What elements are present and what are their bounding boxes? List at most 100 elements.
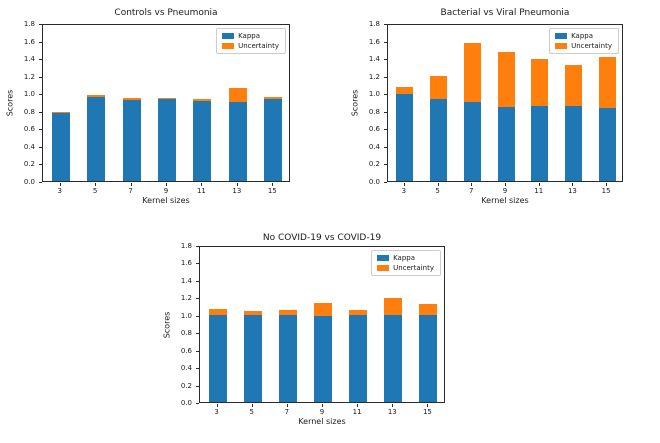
legend-entry-uncertainty: Uncertainty — [555, 42, 612, 50]
plot-area: Kappa Uncertainty — [199, 246, 445, 403]
bar-kappa-kernel-7 — [122, 100, 141, 181]
chart-bacterial-vs-viral-pneumonia: Bacterial vs Viral Pneumonia Scores Kapp… — [330, 0, 660, 220]
y-tick-label: 0.8 — [180, 329, 192, 338]
y-tick-mark — [384, 164, 387, 166]
x-tick-mark — [427, 404, 429, 407]
chart-controls-vs-pneumonia: Controls vs Pneumonia Scores Kappa Uncer… — [0, 0, 330, 220]
x-tick-label: 3 — [401, 187, 407, 195]
x-tick-mark — [216, 404, 218, 407]
x-tick-label: 15 — [422, 408, 432, 416]
legend-label: Kappa — [393, 254, 416, 262]
x-tick-mark — [201, 183, 203, 186]
y-tick-label: 0.2 — [23, 160, 35, 169]
legend-label: Kappa — [238, 32, 261, 40]
bar-kappa-kernel-3 — [208, 314, 227, 402]
legend: Kappa Uncertainty — [371, 250, 441, 276]
y-tick-mark — [196, 246, 199, 247]
legend: Kappa Uncertainty — [549, 28, 619, 54]
bar-kappa-kernel-13 — [228, 102, 247, 181]
y-tick-label: 1.8 — [368, 20, 380, 28]
x-tick-label: 5 — [249, 408, 254, 416]
y-tick-mark — [39, 24, 42, 25]
y-tick-mark — [196, 368, 199, 370]
x-tick-label: 15 — [267, 187, 277, 195]
y-tick-mark — [384, 24, 387, 25]
y-tick-mark — [196, 315, 199, 317]
y-tick-label: 1.2 — [23, 72, 35, 81]
y-tick-label: 1.4 — [180, 276, 192, 285]
y-tick-mark — [196, 350, 199, 352]
y-tick-mark — [196, 280, 199, 282]
bar-kappa-kernel-9 — [158, 99, 176, 181]
bar-uncertainty-kernel-7 — [463, 43, 481, 102]
bar-uncertainty-kernel-15 — [419, 304, 438, 315]
y-tick-label: 0.4 — [180, 364, 192, 373]
legend-label: Uncertainty — [238, 42, 279, 50]
y-tick-mark — [39, 111, 42, 113]
x-tick-mark — [471, 183, 473, 186]
bar-kappa-kernel-11 — [531, 106, 549, 181]
legend-label: Uncertainty — [571, 42, 612, 50]
y-tick-mark — [39, 182, 42, 183]
y-tick-label: 1.0 — [368, 90, 380, 99]
x-tick-mark — [538, 183, 540, 186]
bar-kappa-kernel-9 — [314, 315, 332, 402]
y-tick-label: 0.6 — [180, 346, 192, 355]
bar-kappa-kernel-13 — [564, 106, 582, 181]
y-tick-mark — [196, 298, 199, 300]
y-tick-mark — [196, 403, 199, 404]
y-tick-label: 0.4 — [368, 142, 380, 151]
x-tick-label: 11 — [196, 187, 206, 195]
y-tick-label: 0.6 — [23, 125, 35, 134]
bar-uncertainty-kernel-9 — [314, 302, 332, 316]
chart-no-covid19-vs-covid19: No COVID-19 vs COVID-19 Scores Kappa Unc… — [160, 225, 500, 443]
x-tick-mark — [166, 183, 167, 186]
y-tick-label: 0.6 — [368, 125, 380, 134]
y-tick-mark — [196, 385, 199, 387]
x-tick-label: 9 — [502, 187, 508, 195]
bar-uncertainty-kernel-11 — [193, 98, 212, 102]
chart-title: Bacterial vs Viral Pneumonia — [440, 8, 570, 18]
y-tick-mark — [384, 111, 387, 113]
x-tick-label: 9 — [163, 187, 169, 195]
bar-uncertainty-kernel-7 — [278, 309, 297, 315]
x-tick-mark — [59, 183, 61, 186]
x-tick-mark — [322, 404, 323, 407]
bar-kappa-kernel-5 — [87, 96, 106, 181]
y-tick-mark — [39, 164, 42, 166]
x-tick-label: 13 — [387, 408, 397, 416]
y-tick-label: 1.6 — [368, 37, 380, 46]
bar-uncertainty-kernel-3 — [51, 111, 70, 114]
bar-kappa-kernel-7 — [278, 314, 297, 402]
y-tick-mark — [384, 129, 387, 131]
bar-uncertainty-kernel-9 — [497, 51, 515, 108]
bars-layer — [200, 247, 444, 402]
y-tick-mark — [39, 146, 42, 148]
x-tick-mark — [251, 404, 253, 407]
x-tick-label: 3 — [214, 408, 219, 416]
x-tick-mark — [572, 183, 574, 186]
bars-layer — [388, 25, 622, 181]
bar-kappa-kernel-7 — [463, 102, 481, 181]
y-tick-label: 1.4 — [23, 55, 35, 64]
bar-uncertainty-kernel-7 — [122, 97, 141, 101]
y-tick-mark — [39, 59, 42, 61]
x-tick-label: 11 — [534, 187, 544, 195]
x-tick-mark — [130, 183, 132, 186]
x-tick-label: 5 — [92, 187, 98, 195]
legend-label: Uncertainty — [393, 264, 434, 272]
bar-uncertainty-kernel-11 — [349, 309, 368, 315]
bar-kappa-kernel-5 — [430, 99, 448, 181]
y-tick-label: 0.2 — [368, 160, 380, 169]
bar-kappa-kernel-15 — [264, 98, 283, 181]
bar-uncertainty-kernel-11 — [531, 59, 549, 107]
y-tick-label: 0.0 — [23, 178, 35, 186]
legend-swatch-kappa — [555, 33, 568, 39]
bar-uncertainty-kernel-13 — [384, 298, 403, 315]
bar-uncertainty-kernel-15 — [598, 57, 616, 109]
x-tick-mark — [272, 183, 274, 186]
x-tick-label: 13 — [567, 187, 577, 195]
x-tick-mark — [437, 183, 439, 186]
y-tick-label: 0.8 — [368, 107, 380, 116]
